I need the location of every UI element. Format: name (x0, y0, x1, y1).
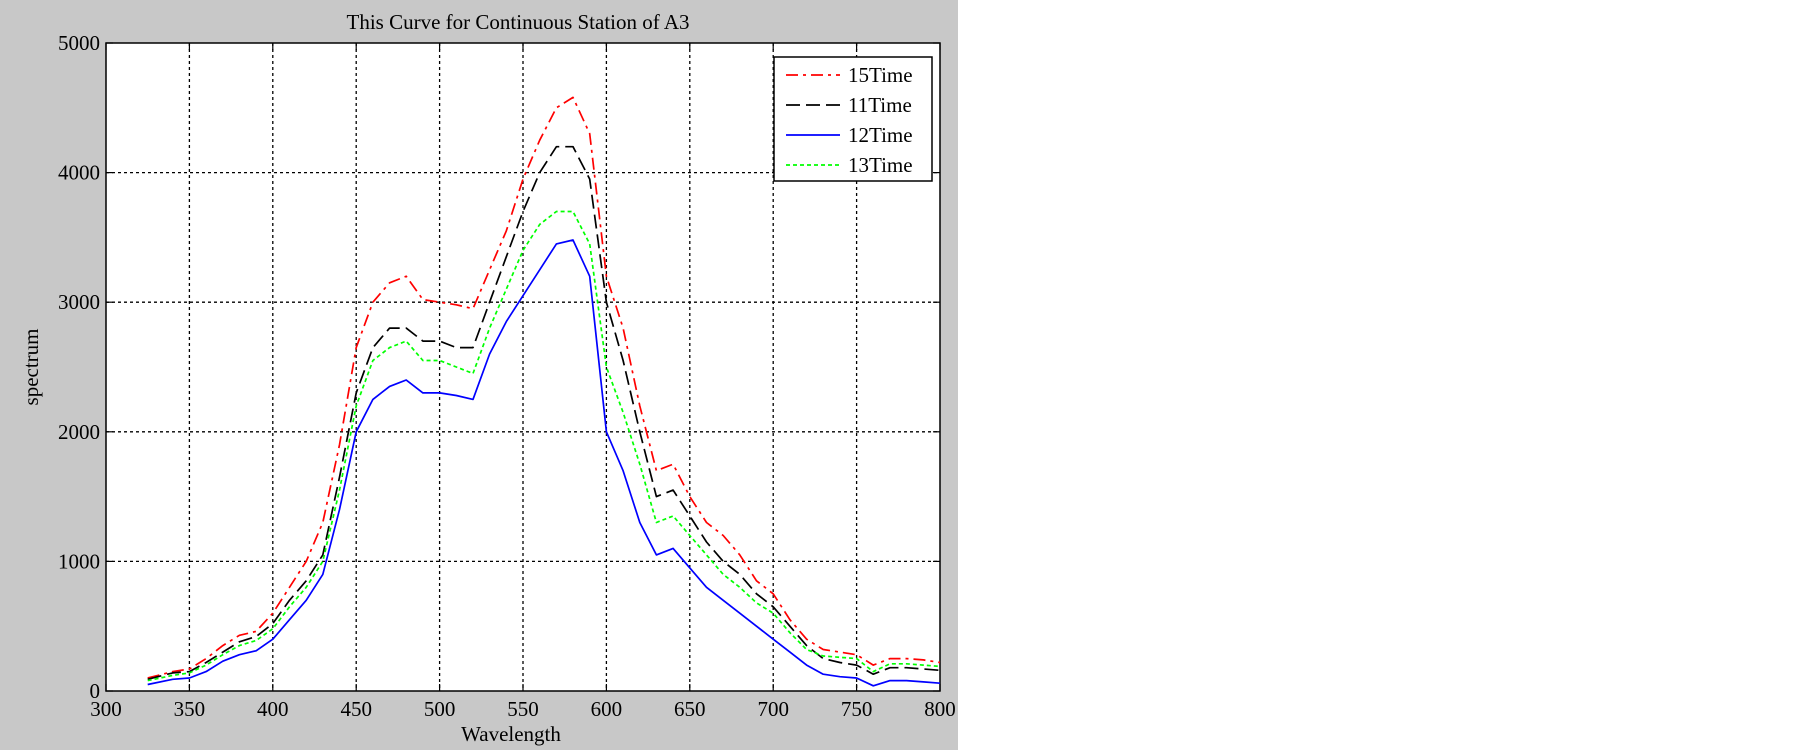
y-tick-label: 1000 (58, 549, 100, 573)
x-tick-label: 600 (591, 697, 623, 721)
legend-label-13Time: 13Time (848, 153, 913, 177)
y-tick-label: 0 (90, 679, 101, 703)
legend: 15Time 11Time 12Time 13Time (773, 56, 933, 182)
legend-box (773, 56, 933, 182)
legend-label-12Time: 12Time (848, 123, 913, 147)
x-tick-label: 700 (757, 697, 789, 721)
blank-area (958, 0, 1805, 750)
x-tick-label: 750 (841, 697, 873, 721)
x-tick-label: 650 (674, 697, 706, 721)
y-tick-label: 3000 (58, 290, 100, 314)
x-axis-label: Wavelength (461, 722, 561, 746)
x-tick-label: 400 (257, 697, 289, 721)
chart-title: This Curve for Continuous Station of A3 (347, 10, 690, 34)
legend-label-11Time: 11Time (848, 93, 912, 117)
y-axis-label: spectrum (19, 329, 43, 406)
axis-ticks: 300 350 400 450 500 550 600 650 700 750 800 0 1000 20… (58, 31, 956, 721)
line-chart: This Curve for Continuous Station of A3 … (19, 10, 956, 746)
data-series (147, 96, 941, 687)
series-line-12Time (147, 239, 941, 687)
series-line-11Time (147, 145, 941, 681)
y-tick-label: 2000 (58, 420, 100, 444)
figure-background: This Curve for Continuous Station of A3 … (0, 0, 958, 750)
y-tick-label: 4000 (58, 161, 100, 185)
x-tick-label: 550 (507, 697, 539, 721)
x-tick-label: 800 (924, 697, 956, 721)
series-line-13Time (147, 210, 941, 682)
y-tick-label: 5000 (58, 31, 100, 55)
x-tick-label: 350 (174, 697, 206, 721)
legend-label-15Time: 15Time (848, 63, 913, 87)
x-tick-label: 450 (340, 697, 372, 721)
x-tick-label: 500 (424, 697, 456, 721)
x-tick-label: 300 (90, 697, 122, 721)
